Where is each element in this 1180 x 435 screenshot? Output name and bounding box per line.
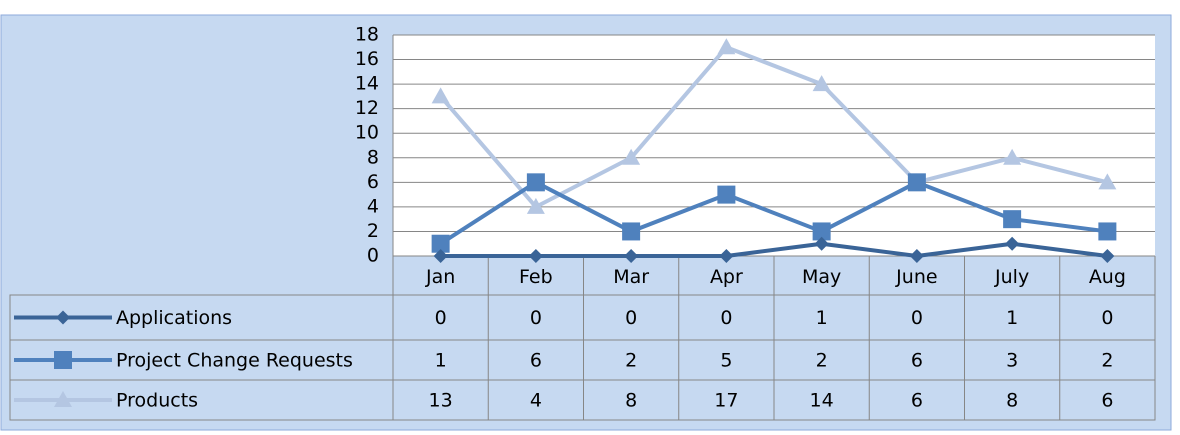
table-value: 0	[1101, 307, 1113, 329]
marker	[1098, 173, 1117, 190]
table-value: 8	[625, 390, 637, 412]
marker	[622, 222, 641, 241]
marker	[526, 197, 545, 214]
marker	[909, 249, 924, 263]
x-tick-label: July	[994, 266, 1029, 288]
y-tick-label: 12	[355, 97, 379, 119]
marker	[1003, 148, 1022, 165]
y-tick-label: 4	[367, 195, 379, 217]
legend-label: Products	[116, 390, 198, 412]
marker	[431, 234, 450, 253]
table-value: 0	[720, 307, 732, 329]
table-value: 0	[435, 307, 447, 329]
table-value: 13	[429, 390, 453, 412]
legend-label: Applications	[116, 307, 232, 329]
marker	[812, 222, 831, 241]
y-tick-label: 10	[355, 122, 379, 144]
y-tick-label: 6	[367, 171, 379, 193]
table-value: 0	[625, 307, 637, 329]
marker	[1098, 222, 1117, 241]
x-tick-label: Mar	[613, 266, 649, 288]
series-line	[439, 180, 1108, 246]
y-tick-label: 14	[355, 73, 379, 95]
table-value: 5	[720, 350, 732, 372]
plot-area	[393, 35, 1155, 256]
x-tick-label: Aug	[1089, 266, 1126, 288]
marker	[431, 87, 450, 104]
table-value: 6	[1101, 390, 1113, 412]
marker	[526, 173, 545, 192]
marker	[1003, 210, 1022, 229]
y-tick-label: 0	[367, 245, 379, 267]
series-line	[439, 45, 1108, 209]
table-value: 1	[435, 350, 447, 372]
table-value: 2	[1101, 350, 1113, 372]
table-value: 14	[810, 390, 834, 412]
marker	[56, 310, 70, 325]
y-tick-label: 2	[367, 220, 379, 242]
table-value: 6	[530, 350, 542, 372]
x-tick-label: Jan	[425, 266, 455, 288]
x-tick-label: June	[895, 266, 937, 288]
table-value: 3	[1006, 350, 1018, 372]
table-value: 2	[816, 350, 828, 372]
marker	[907, 173, 926, 192]
marker	[719, 249, 734, 263]
table-value: 4	[530, 390, 542, 412]
marker	[433, 249, 448, 263]
marker	[622, 148, 641, 165]
marker	[528, 249, 543, 263]
x-tick-label: Feb	[519, 266, 553, 288]
series-line	[440, 241, 1108, 258]
marker	[717, 38, 736, 55]
table-value: 6	[911, 390, 923, 412]
y-tick-label: 18	[355, 24, 379, 46]
y-tick-label: 16	[355, 48, 379, 70]
table-value: 2	[625, 350, 637, 372]
marker	[717, 185, 736, 204]
marker	[814, 236, 829, 251]
marker	[54, 391, 72, 407]
x-tick-label: May	[802, 266, 841, 288]
table-value: 0	[530, 307, 542, 329]
table-value: 17	[714, 390, 738, 412]
marker	[624, 249, 639, 263]
table-value: 6	[911, 350, 923, 372]
marker	[1100, 249, 1115, 263]
x-tick-label: Apr	[710, 266, 743, 288]
legend-label: Project Change Requests	[116, 350, 353, 372]
table-value: 1	[1006, 307, 1018, 329]
marker	[812, 75, 831, 92]
table-value: 8	[1006, 390, 1018, 412]
marker	[1005, 236, 1020, 251]
y-tick-label: 8	[367, 146, 379, 168]
table-value: 0	[911, 307, 923, 329]
marker	[54, 351, 72, 369]
table-value: 1	[816, 307, 828, 329]
